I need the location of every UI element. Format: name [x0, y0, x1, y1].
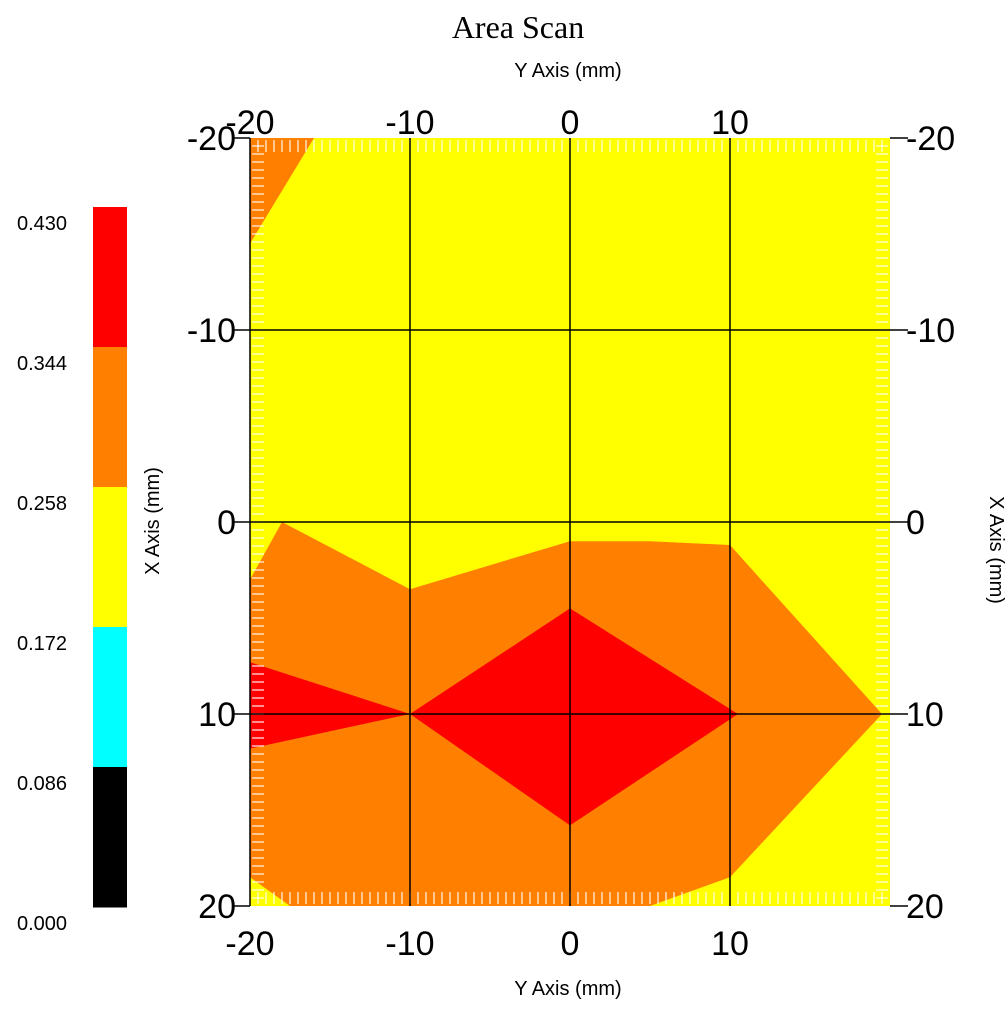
colorbar-segment-3	[93, 627, 127, 768]
y-tick-label-left: 10	[198, 696, 236, 734]
y-tick-label-left: 20	[198, 888, 236, 926]
x-axis-label-top: Y Axis (mm)	[514, 60, 621, 82]
y-tick-label-left: 0	[217, 504, 236, 542]
x-tick-label-bottom: 0	[561, 925, 580, 963]
contour-region-0	[250, 138, 314, 244]
colorbar: 0.430 0.344 0.258 0.172 0.086 0.000	[17, 207, 127, 935]
colorbar-segment-4	[93, 767, 127, 908]
y-tick-label-left: -20	[187, 120, 236, 158]
chart-title: Area Scan	[452, 9, 584, 45]
y-axis-label-left: X Axis (mm)	[142, 467, 164, 575]
x-tick-label-bottom: -10	[385, 925, 434, 963]
x-tick-label-top: 0	[561, 104, 580, 142]
y-tick-label-right: 10	[906, 696, 944, 734]
colorbar-label: 0.086	[17, 773, 67, 795]
y-tick-label-right: 0	[906, 504, 925, 542]
y-tick-label-right: -20	[906, 120, 955, 158]
y-tick-label-left: -10	[187, 312, 236, 350]
colorbar-label: 0.172	[17, 633, 67, 655]
contour-region-2	[250, 608, 738, 826]
colorbar-segment-1	[93, 347, 127, 488]
colorbar-segment-0	[93, 207, 127, 348]
colorbar-segment-2	[93, 487, 127, 628]
y-tick-label-right: 20	[906, 888, 944, 926]
x-axis-label-bottom: Y Axis (mm)	[514, 978, 621, 1000]
colorbar-label: 0.258	[17, 493, 67, 515]
x-tick-label-top: -10	[385, 104, 434, 142]
colorbar-label: 0.000	[17, 913, 67, 935]
colorbar-label: 0.430	[17, 213, 67, 235]
y-tick-label-right: -10	[906, 312, 955, 350]
x-tick-label-top: 10	[711, 104, 749, 142]
y-axis-label-right: X Axis (mm)	[985, 496, 1007, 604]
x-tick-label-top: -20	[225, 104, 274, 142]
x-tick-label-bottom: -20	[225, 925, 274, 963]
x-tick-label-bottom: 10	[711, 925, 749, 963]
colorbar-label: 0.344	[17, 353, 67, 375]
